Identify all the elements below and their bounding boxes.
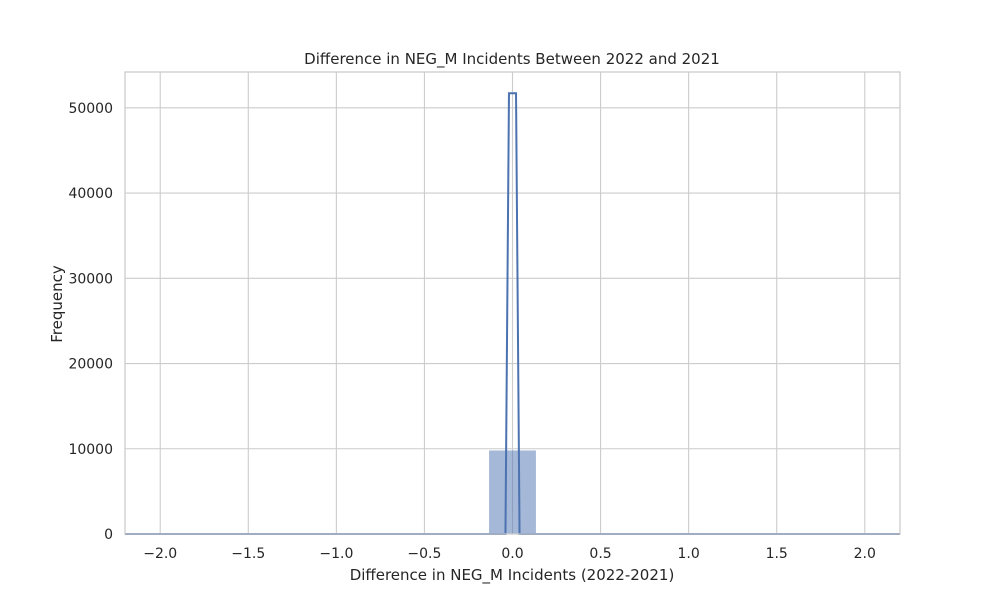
x-tick-label: 1.5 xyxy=(766,546,788,562)
y-tick-label: 10000 xyxy=(68,442,113,458)
x-tick-label: −0.5 xyxy=(407,546,441,562)
x-tick-label: 0.5 xyxy=(589,546,611,562)
y-axis-label: Frequency xyxy=(48,265,66,343)
x-tick-label: 2.0 xyxy=(854,546,876,562)
histogram-bars xyxy=(160,450,865,534)
chart-title: Difference in NEG_M Incidents Between 20… xyxy=(304,50,720,69)
y-tick-label: 50000 xyxy=(68,101,113,117)
y-tick-label: 20000 xyxy=(68,357,113,373)
x-tick-labels: −2.0 −1.5 −1.0 −0.5 0.0 0.5 1.0 1.5 2.0 xyxy=(143,546,876,562)
x-tick-label: 0.0 xyxy=(501,546,523,562)
kde-line xyxy=(125,92,900,535)
y-tick-label: 0 xyxy=(104,527,113,543)
x-tick-label: −1.0 xyxy=(319,546,353,562)
histogram-bar xyxy=(489,450,536,534)
y-tick-labels: 0 10000 20000 30000 40000 50000 xyxy=(68,101,113,543)
x-tick-label: −1.5 xyxy=(231,546,265,562)
x-tick-label: −2.0 xyxy=(143,546,177,562)
y-tick-label: 30000 xyxy=(68,271,113,287)
x-axis-label: Difference in NEG_M Incidents (2022-2021… xyxy=(350,566,675,585)
kde-line-group xyxy=(125,92,900,535)
x-tick-label: 1.0 xyxy=(678,546,700,562)
y-tick-label: 40000 xyxy=(68,186,113,202)
plot-frame xyxy=(124,71,901,535)
